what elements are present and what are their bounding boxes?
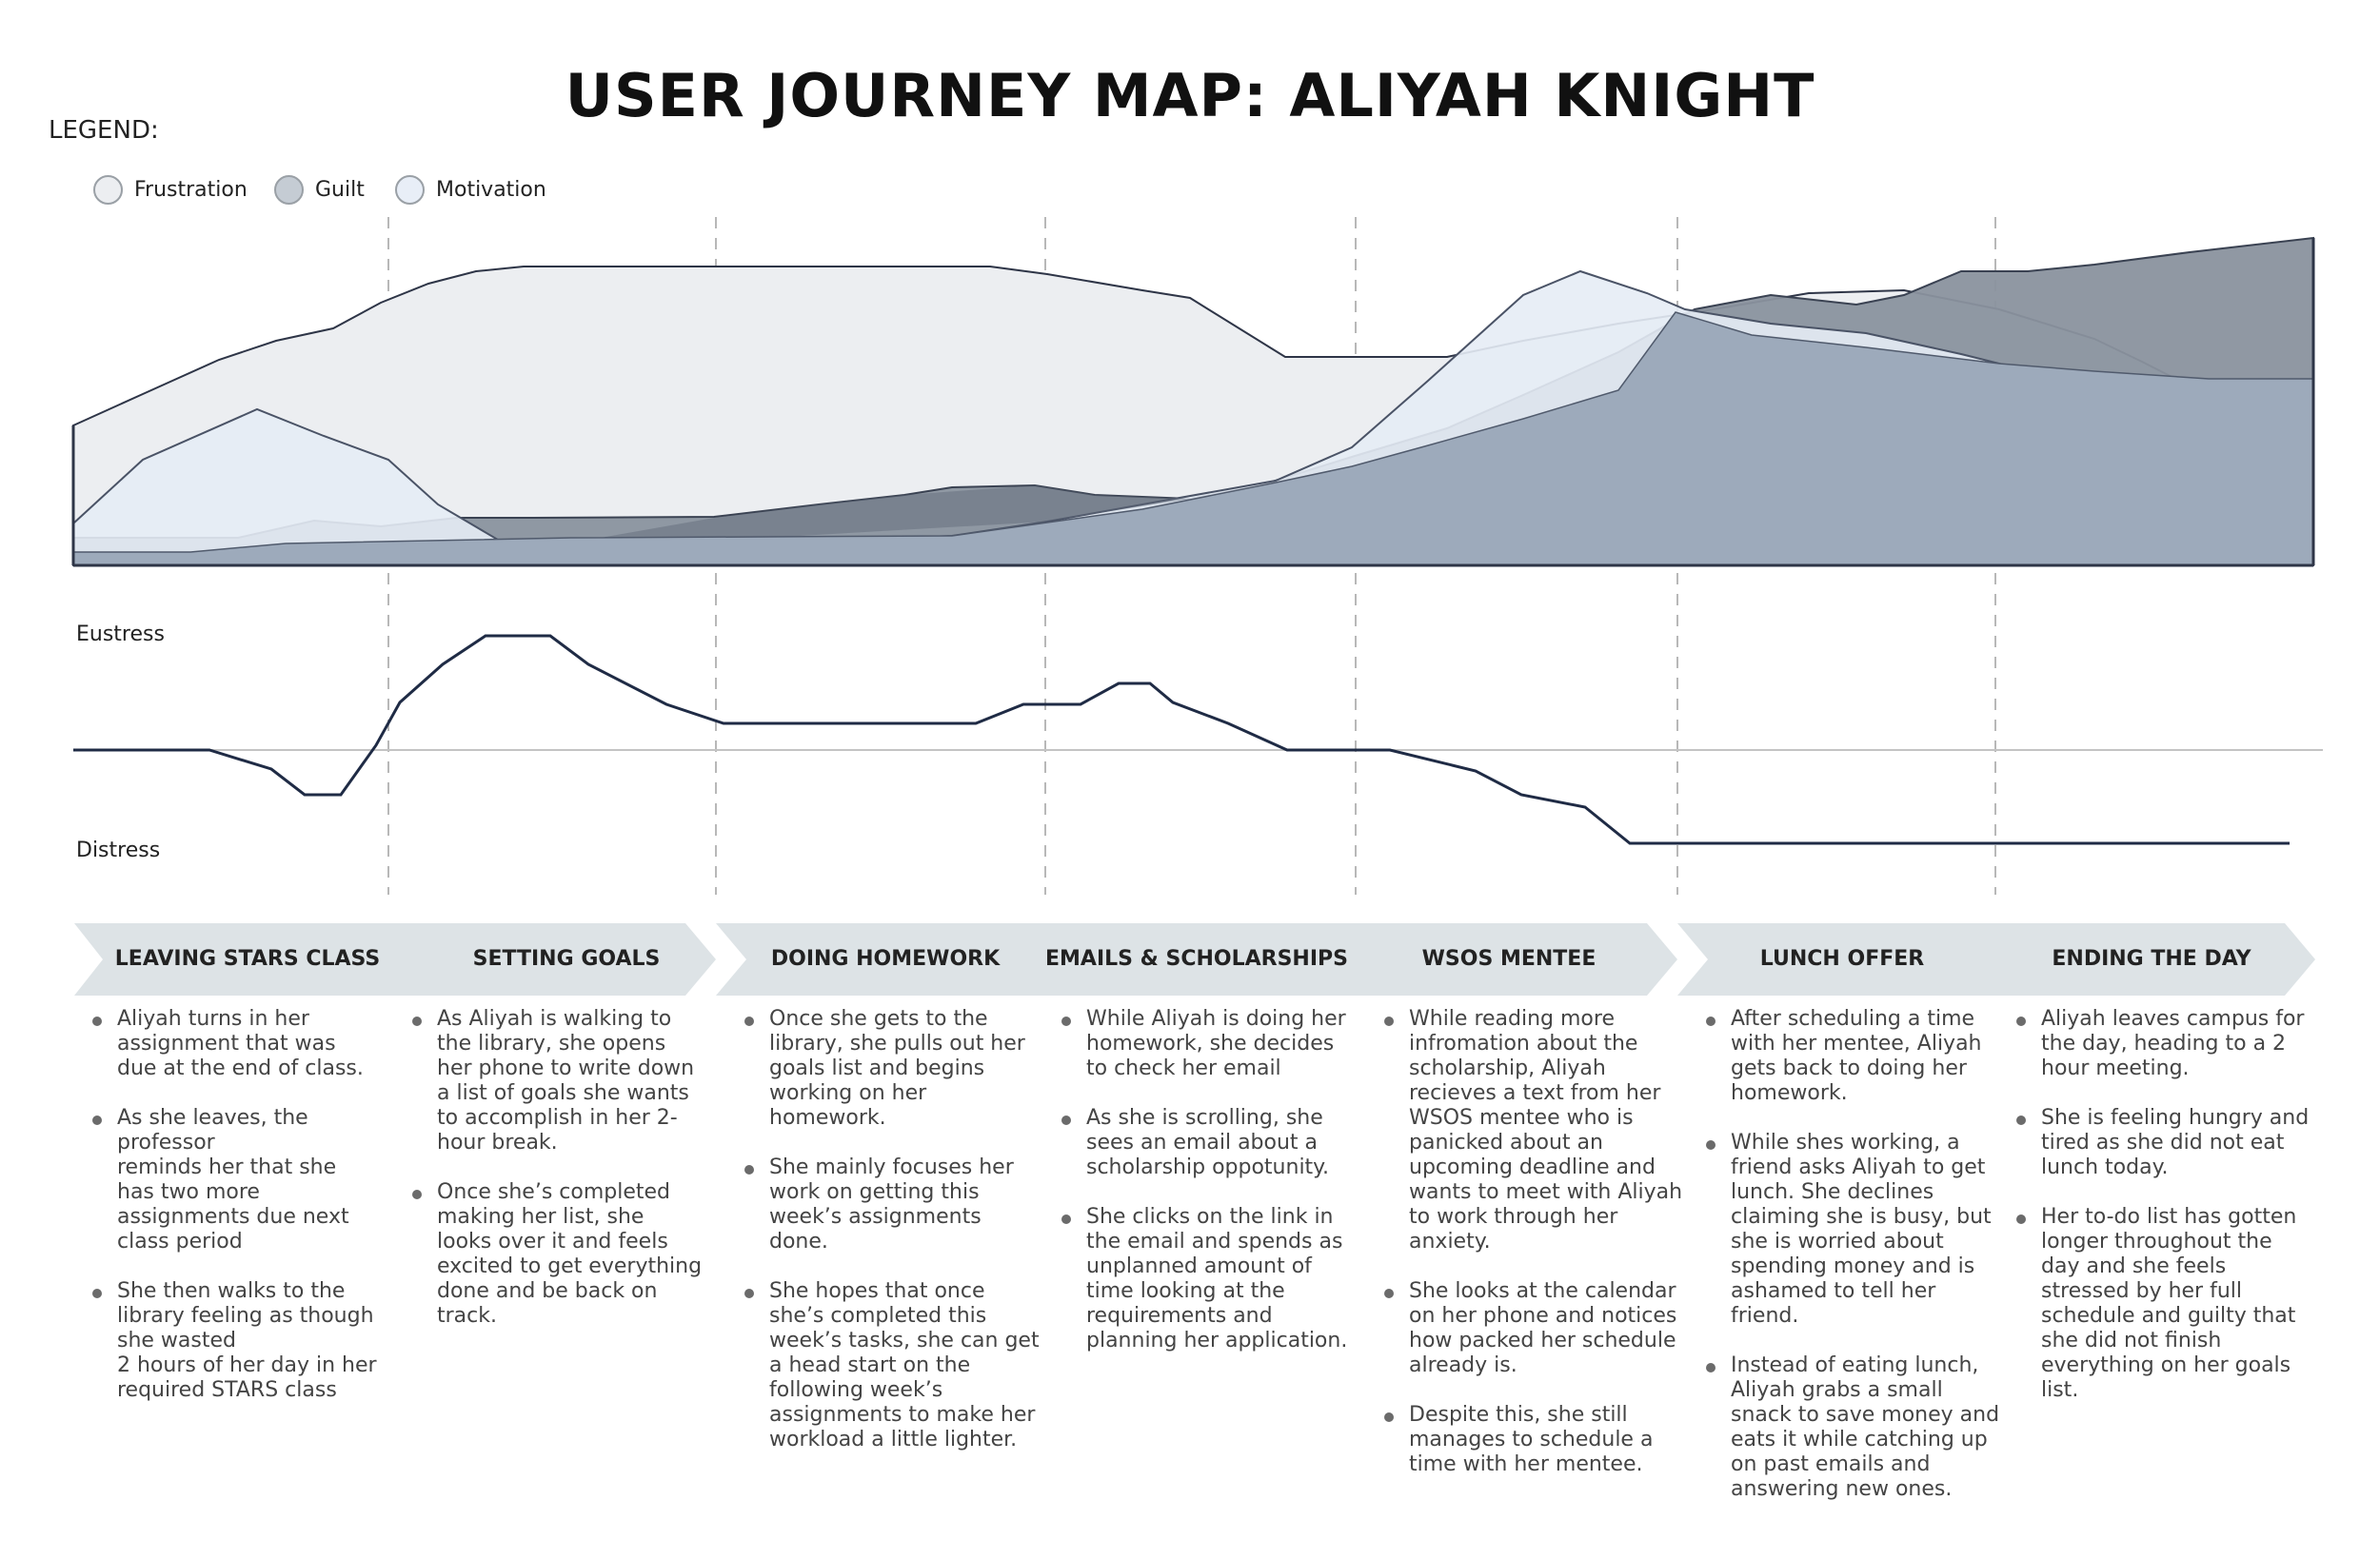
bullet-list: While reading more infromation about the… xyxy=(1384,1007,1689,1477)
stage-label-ending-the-day: ENDING THE DAY xyxy=(2052,947,2251,971)
legend-text-guilt: Guilt xyxy=(315,177,365,202)
banner-group-2 xyxy=(716,923,1677,996)
legend-text-frustration: Frustration xyxy=(134,177,248,202)
stage-label-leaving-stars-class: LEAVING STARS CLASS xyxy=(114,947,381,971)
stage-column-wsos-mentee: While reading more infromation about the… xyxy=(1384,1007,1689,1502)
foreground-area xyxy=(72,311,2314,566)
stage-column-doing-homework: Once she gets to the library, she pulls … xyxy=(744,1007,1040,1477)
bullet-item: Aliyah leaves campus for the day, headin… xyxy=(2016,1007,2313,1081)
legend-item-guilt: Guilt xyxy=(274,173,365,206)
banner-group-1 xyxy=(74,923,716,996)
stage-column-ending-the-day: Aliyah leaves campus for the day, headin… xyxy=(2016,1007,2313,1428)
legend-label: LEGEND: xyxy=(49,116,159,145)
legend-item-frustration: Frustration xyxy=(93,173,248,206)
bullet-item: After scheduling a time with her mentee,… xyxy=(1706,1007,2006,1106)
eustress-label: Eustress xyxy=(76,622,165,646)
legend-item-motivation: Motivation xyxy=(395,173,546,206)
bullet-text: As she leaves, the professor reminds her… xyxy=(117,1106,349,1254)
bullet-list: While Aliyah is doing her homework, she … xyxy=(1061,1007,1357,1353)
bullet-list: After scheduling a time with her mentee,… xyxy=(1706,1007,2006,1502)
bullet-item: As she leaves, the professor reminds her… xyxy=(92,1106,378,1254)
stage-label-lunch-offer: LUNCH OFFER xyxy=(1759,947,1925,971)
bullet-item: She looks at the calendar on her phone a… xyxy=(1384,1279,1689,1378)
stage-label-wsos-mentee: WSOS MENTEE xyxy=(1421,947,1597,971)
bullet-item: Instead of eating lunch, Aliyah grabs a … xyxy=(1706,1353,2006,1502)
bullet-list: Aliyah leaves campus for the day, headin… xyxy=(2016,1007,2313,1403)
bullet-item: She clicks on the link in the email and … xyxy=(1061,1205,1357,1353)
bullet-item: Once she gets to the library, she pulls … xyxy=(744,1007,1040,1131)
stress-line xyxy=(73,634,2290,845)
stage-column-setting-goals: As Aliyah is walking to the library, she… xyxy=(412,1007,703,1353)
legend-swatch-guilt xyxy=(274,174,304,205)
stage-label-doing-homework: DOING HOMEWORK xyxy=(770,947,1001,971)
bullet-item: She hopes that once she’s completed this… xyxy=(744,1279,1040,1452)
distress-label: Distress xyxy=(76,839,161,862)
stage-label-emails-scholarships: EMAILS & SCHOLARSHIPS xyxy=(1045,947,1349,971)
bullet-item: As Aliyah is walking to the library, she… xyxy=(412,1007,703,1155)
bullet-list: As Aliyah is walking to the library, she… xyxy=(412,1007,703,1329)
stage-column-emails-scholarships: While Aliyah is doing her homework, she … xyxy=(1061,1007,1357,1378)
bullet-item: Once she’s completed making her list, sh… xyxy=(412,1180,703,1329)
bullet-list: Once she gets to the library, she pulls … xyxy=(744,1007,1040,1452)
bullet-item: She mainly focuses her work on getting t… xyxy=(744,1155,1040,1254)
bullet-item: Her to-do list has gotten longer through… xyxy=(2016,1205,2313,1403)
legend-swatch-frustration xyxy=(93,174,123,205)
bullet-item: While Aliyah is doing her homework, she … xyxy=(1061,1007,1357,1081)
bullet-item: She is feeling hungry and tired as she d… xyxy=(2016,1106,2313,1180)
page-title: USER JOURNEY MAP: ALIYAH KNIGHT xyxy=(565,61,1815,130)
bullet-list: Aliyah turns in her assignment that was … xyxy=(92,1007,378,1403)
legend-text-motivation: Motivation xyxy=(436,177,546,202)
bullet-item: As she is scrolling, she sees an email a… xyxy=(1061,1106,1357,1180)
stage-column-lunch-offer: After scheduling a time with her mentee,… xyxy=(1706,1007,2006,1527)
bullet-item: While shes working, a friend asks Aliyah… xyxy=(1706,1131,2006,1329)
bullet-item: Aliyah turns in her assignment that was … xyxy=(92,1007,378,1081)
bullet-item: While reading more infromation about the… xyxy=(1384,1007,1689,1254)
stage-label-setting-goals: SETTING GOALS xyxy=(472,947,661,971)
bullet-item: Despite this, she still manages to sched… xyxy=(1384,1403,1689,1477)
legend-swatch-motivation xyxy=(395,174,425,205)
guilt-overlay xyxy=(519,485,1190,552)
banner-group-3 xyxy=(1677,923,2315,996)
stage-column-leaving-stars-class: Aliyah turns in her assignment that was … xyxy=(92,1007,378,1428)
bullet-text: She then walks to the library feeling as… xyxy=(117,1279,377,1402)
bullet-item: She then walks to the library feeling as… xyxy=(92,1279,378,1403)
